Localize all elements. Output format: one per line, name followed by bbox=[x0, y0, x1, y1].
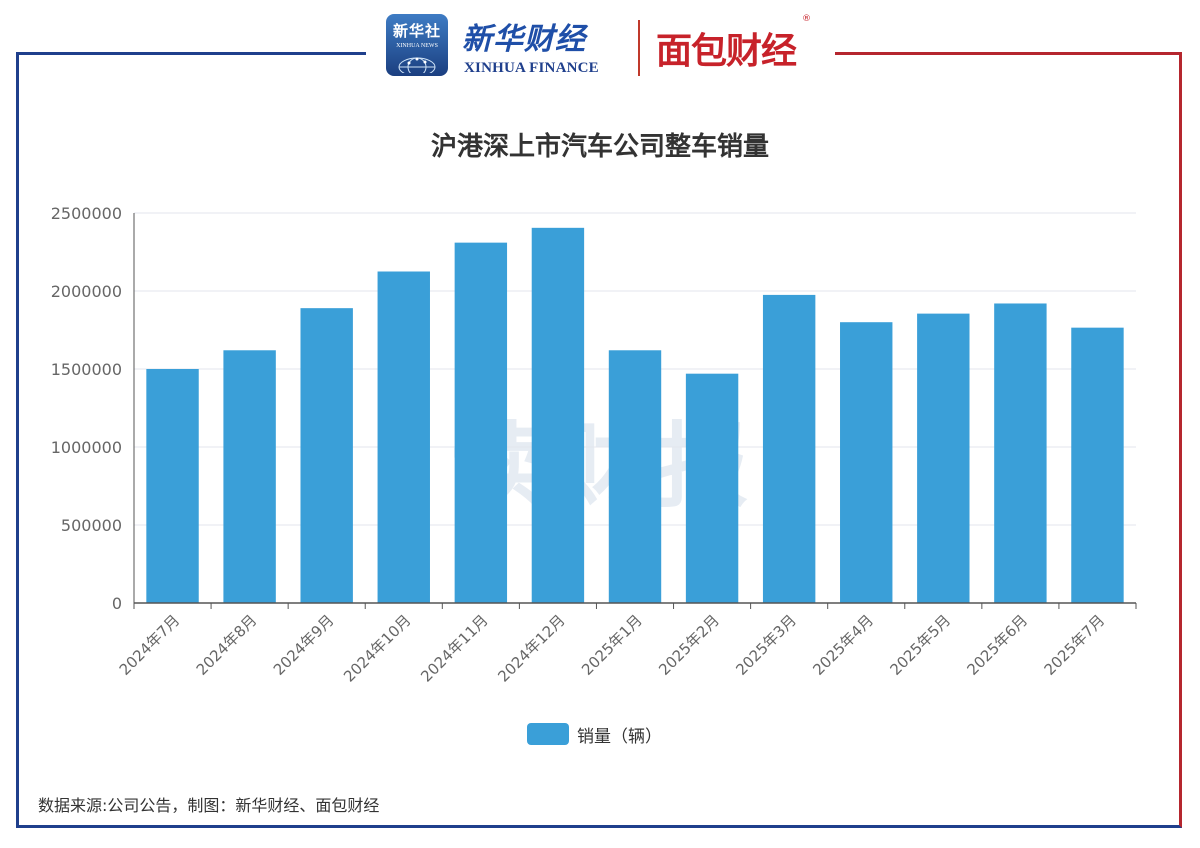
bar bbox=[1071, 327, 1124, 603]
xinhua-news-logo: 新华社 XINHUA NEWS bbox=[386, 14, 448, 76]
logo-separator bbox=[638, 20, 640, 76]
xinhua-news-en: XINHUA NEWS bbox=[396, 43, 438, 49]
bar bbox=[762, 294, 816, 603]
x-tick-label: 2024年10月 bbox=[340, 611, 414, 685]
x-tick-label: 2025年1月 bbox=[578, 611, 646, 679]
bar bbox=[223, 350, 276, 603]
bar bbox=[377, 271, 430, 603]
x-tick-label: 2025年3月 bbox=[732, 611, 800, 679]
x-tick-label: 2024年11月 bbox=[417, 611, 491, 685]
legend-label: 销量（辆） bbox=[577, 726, 662, 747]
x-tick-label: 2024年7月 bbox=[116, 611, 184, 679]
x-tick-label: 2025年2月 bbox=[655, 611, 723, 679]
x-tick-label: 2024年8月 bbox=[193, 611, 261, 679]
x-tick-label: 2024年9月 bbox=[270, 611, 338, 679]
xinhua-finance-cn: 新华财经 bbox=[462, 22, 586, 57]
bar bbox=[685, 373, 739, 603]
bar bbox=[531, 227, 585, 603]
y-tick-label: 2000000 bbox=[51, 282, 122, 301]
mianbao-finance-logo: 面包财经 bbox=[656, 31, 797, 72]
bar bbox=[994, 303, 1047, 603]
header-logos: 新华社 XINHUA NEWS 新华财经 XINHUA FINANCE 面包财经… bbox=[380, 10, 820, 82]
legend[interactable]: 销量（辆） bbox=[527, 722, 662, 747]
y-tick-label: 500000 bbox=[61, 516, 122, 535]
frame-header-gap bbox=[366, 46, 835, 60]
x-tick-label: 2025年6月 bbox=[964, 611, 1032, 679]
bar bbox=[300, 308, 353, 603]
xinhua-news-cn: 新华社 bbox=[392, 22, 441, 40]
xinhua-finance-en: XINHUA FINANCE bbox=[464, 60, 599, 76]
bar bbox=[840, 322, 893, 603]
y-tick-label: 2500000 bbox=[51, 204, 122, 223]
x-tick-label: 2025年5月 bbox=[886, 611, 954, 679]
bar bbox=[608, 350, 662, 603]
y-tick-label: 1000000 bbox=[51, 438, 122, 457]
frame-top-right-line bbox=[835, 52, 1182, 55]
bar bbox=[917, 313, 970, 603]
x-tick-label: 2025年7月 bbox=[1041, 611, 1109, 679]
globe-icon bbox=[398, 57, 436, 73]
y-tick-label: 1500000 bbox=[51, 360, 122, 379]
bar bbox=[146, 369, 199, 603]
y-tick-label: 0 bbox=[112, 594, 122, 613]
source-note: 数据来源:公司公告，制图：新华财经、面包财经 bbox=[38, 796, 380, 815]
bar bbox=[454, 242, 508, 603]
x-tick-label: 2025年4月 bbox=[809, 611, 877, 679]
legend-swatch bbox=[527, 723, 569, 745]
chart-title: 沪港深上市汽车公司整车销量 bbox=[430, 132, 769, 162]
chart-frame bbox=[16, 52, 1182, 828]
registered-mark: ® bbox=[802, 14, 811, 24]
x-tick-label: 2024年12月 bbox=[494, 611, 568, 685]
